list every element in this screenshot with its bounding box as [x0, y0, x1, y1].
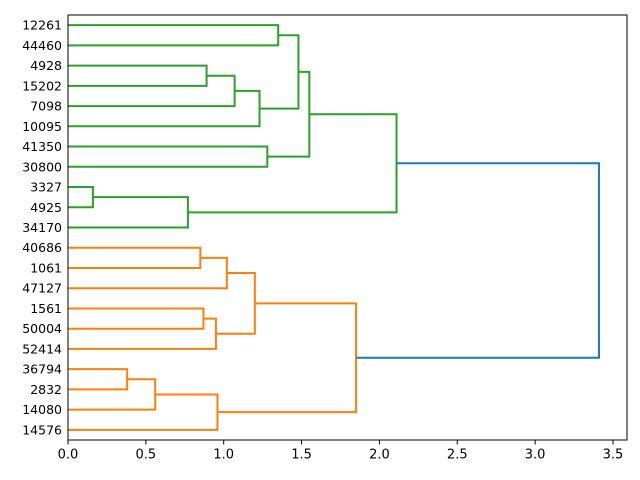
dendrogram-link — [259, 34, 300, 110]
leaf-label: 40686 — [22, 240, 62, 255]
dendrogram-link — [68, 89, 261, 128]
dendrogram-link — [356, 162, 600, 359]
x-tick-label: 2.0 — [369, 448, 390, 463]
dendrogram-link — [68, 256, 228, 290]
dendrogram-link — [217, 302, 358, 414]
leaf-label: 2832 — [30, 382, 62, 397]
leaf-label: 14576 — [22, 422, 62, 437]
leaf-label: 34170 — [22, 220, 62, 235]
leaf-label: 52414 — [22, 341, 62, 356]
x-tick-label: 1.0 — [213, 448, 234, 463]
dendrogram-link — [187, 113, 398, 214]
leaf-label: 12261 — [22, 18, 62, 33]
x-tick-label: 2.5 — [447, 448, 468, 463]
x-tick-label: 0.5 — [136, 448, 157, 463]
leaf-label: 7098 — [30, 99, 62, 114]
dendrogram-link — [68, 64, 208, 87]
leaf-label: 4925 — [30, 200, 62, 215]
leaf-label: 14080 — [22, 402, 62, 417]
x-tick-label: 3.0 — [525, 448, 546, 463]
dendrogram-link — [68, 368, 129, 391]
leaf-label: 15202 — [22, 78, 62, 93]
dendrogram-link — [68, 307, 205, 330]
leaf-label: 3327 — [30, 180, 62, 195]
dendrogram-link — [68, 145, 269, 168]
axes-frame — [67, 14, 628, 441]
leaf-label: 1061 — [30, 260, 62, 275]
leaf-label: 41350 — [22, 139, 62, 154]
dendrogram-link — [68, 393, 219, 431]
leaf-label: 44460 — [22, 38, 62, 53]
dendrogram-link — [68, 24, 280, 47]
dendrogram-link — [68, 186, 94, 209]
dendrogram-link — [68, 246, 202, 269]
dendrogram-link — [68, 317, 217, 350]
leaf-label: 47127 — [22, 281, 62, 296]
x-tick-label: 1.5 — [291, 448, 312, 463]
leaf-label: 50004 — [22, 321, 62, 336]
dendrogram-link — [68, 378, 157, 411]
dendrogram-link — [68, 74, 236, 108]
leaf-label: 10095 — [22, 119, 62, 134]
dendrogram-link — [215, 272, 256, 335]
leaf-label: 1561 — [30, 301, 62, 316]
leaf-label: 36794 — [22, 362, 62, 377]
x-tick-label: 0.0 — [58, 448, 79, 463]
leaf-label: 30800 — [22, 159, 62, 174]
leaf-label: 4928 — [30, 58, 62, 73]
dendrogram-link — [267, 70, 311, 158]
dendrogram-link — [68, 196, 189, 229]
x-tick-label: 3.5 — [603, 448, 624, 463]
